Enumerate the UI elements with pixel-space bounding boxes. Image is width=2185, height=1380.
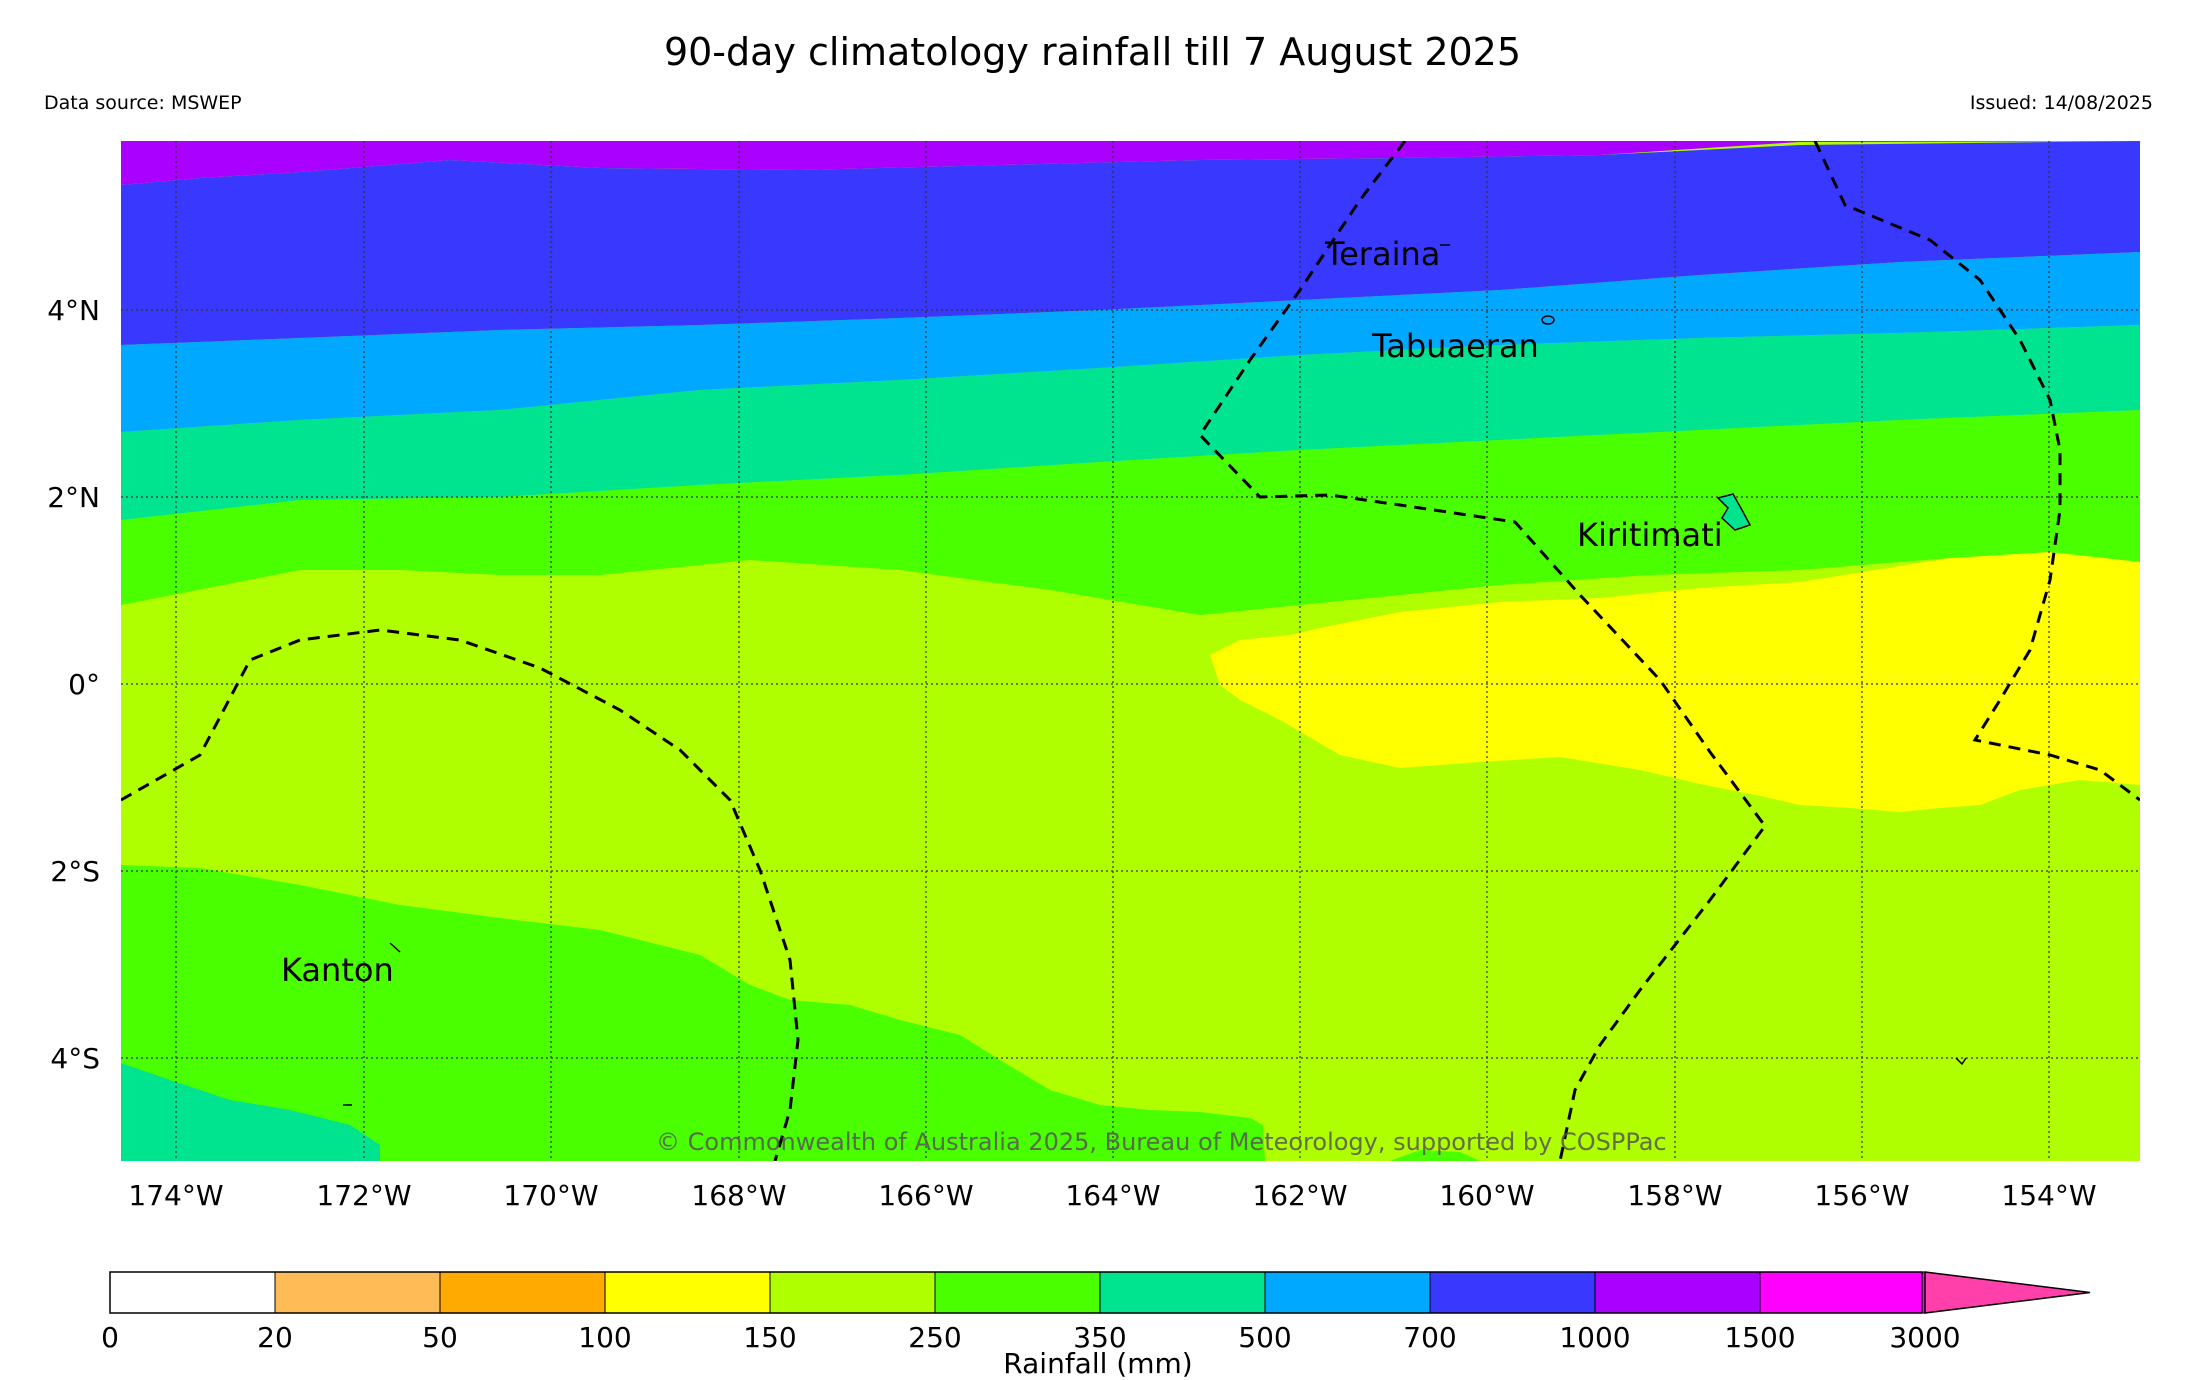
colorbar-tick-label: 700	[1403, 1321, 1456, 1354]
colorbar-segments	[109, 1271, 1926, 1314]
band-1000-1500	[121, 141, 2140, 185]
colorbar-tick-label: 3000	[1889, 1321, 1960, 1354]
colorbar-tick-label: 0	[101, 1321, 119, 1354]
colorbar-segment	[109, 1271, 276, 1314]
eez-boundary-line-west	[1198, 141, 1767, 1161]
colorbar-tick-label: 100	[578, 1321, 631, 1354]
colorbar-tick-label: 250	[908, 1321, 961, 1354]
colorbar-tick-label: 350	[1073, 1321, 1126, 1354]
small-island-east	[1955, 1057, 1967, 1066]
issued-date: Issued: 14/08/2025	[1969, 92, 2153, 114]
eez-boundaries	[121, 141, 2140, 1161]
colorbar-segment	[439, 1271, 606, 1314]
colorbar-tick-label: 1500	[1724, 1321, 1795, 1354]
place-label-kanton: Kanton	[281, 951, 394, 989]
lon-label-154w: 154°W	[2001, 1179, 2096, 1212]
lon-label-162w: 162°W	[1252, 1179, 1347, 1212]
colorbar-tick-label: 500	[1238, 1321, 1291, 1354]
place-label-tabuaeran: Tabuaeran	[1371, 327, 1539, 365]
eez-boundary-line-east	[1813, 141, 2140, 802]
band-700-1000	[121, 141, 2140, 345]
colorbar-frame	[109, 1271, 1923, 1314]
place-label-kiritimati: Kiritimati	[1577, 516, 1723, 554]
kiritimati-island	[1716, 493, 1752, 531]
colorbar-tick-label: 150	[743, 1321, 796, 1354]
colorbar-ticks: 0 20 50 100 150 250 350 500 700 1000 1500 3000	[101, 1321, 1961, 1354]
band-250-350-south	[121, 865, 1265, 1161]
band-500-700	[121, 252, 2140, 432]
colorbar-extend-arrow	[1924, 1271, 2091, 1314]
colorbar-segment	[1099, 1271, 1266, 1314]
map-title: 90-day climatology rainfall till 7 Augus…	[663, 30, 1522, 74]
lat-label-0: 0°	[68, 668, 100, 701]
colorbar-segment	[1759, 1271, 1926, 1314]
lon-label-160w: 160°W	[1439, 1179, 1534, 1212]
colorbar-tick-label: 1000	[1559, 1321, 1630, 1354]
colorbar-tick-label: 50	[422, 1321, 458, 1354]
colorbar: 0 20 50 100 150 250 350 500 700 1000 1500 3000 Rain…	[101, 1271, 2091, 1380]
lon-label-158w: 158°W	[1627, 1179, 1722, 1212]
colorbar-tick-label: 20	[257, 1321, 293, 1354]
lon-label-172w: 172°W	[316, 1179, 411, 1212]
band-350-500-north	[121, 325, 2140, 520]
band-250-350-north	[121, 410, 2140, 615]
colorbar-label: Rainfall (mm)	[1003, 1347, 1192, 1380]
colorbar-segment	[1594, 1271, 1761, 1314]
rainfall-map: © Commonwealth of Australia 2025, Bureau…	[121, 141, 2140, 1161]
copyright-text: © Commonwealth of Australia 2025, Bureau…	[656, 1128, 1667, 1156]
tabuaeran-island	[1541, 315, 1555, 325]
kanton-island	[389, 942, 401, 953]
eez-boundary-phoenix	[121, 628, 800, 1161]
lon-label-174w: 174°W	[128, 1179, 223, 1212]
colorbar-segment	[769, 1271, 936, 1314]
lon-label-170w: 170°W	[503, 1179, 598, 1212]
lon-label-164w: 164°W	[1065, 1179, 1160, 1212]
lon-label-156w: 156°W	[1814, 1179, 1909, 1212]
lat-label-2s: 2°S	[50, 855, 100, 888]
islands	[343, 244, 1967, 1106]
colorbar-segment	[934, 1271, 1101, 1314]
band-250-350-south-b	[1390, 1150, 1480, 1161]
graticule	[121, 141, 2140, 1161]
band-350-500-south	[121, 1063, 380, 1161]
lon-label-168w: 168°W	[691, 1179, 786, 1212]
colorbar-segment	[274, 1271, 441, 1314]
lon-label-166w: 166°W	[878, 1179, 973, 1212]
data-source: Data source: MSWEP	[44, 92, 242, 114]
colorbar-segment	[1429, 1271, 1596, 1314]
colorbar-segment	[1264, 1271, 1431, 1314]
place-label-teraina: Teraina	[1324, 235, 1440, 273]
lat-label-2n: 2°N	[47, 481, 100, 514]
lat-label-4n: 4°N	[47, 294, 100, 327]
colorbar-segment	[604, 1271, 771, 1314]
lat-label-4s: 4°S	[50, 1042, 100, 1075]
